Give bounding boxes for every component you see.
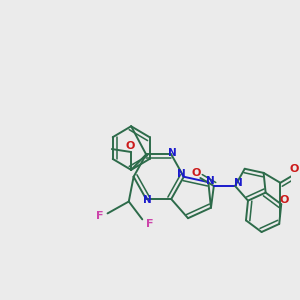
Text: F: F — [96, 212, 103, 221]
Text: O: O — [280, 195, 289, 205]
Text: N: N — [206, 176, 214, 186]
Text: N: N — [143, 195, 152, 205]
Text: N: N — [234, 178, 242, 188]
Text: N: N — [168, 148, 177, 158]
Text: O: O — [125, 141, 135, 151]
Text: F: F — [146, 219, 154, 229]
Text: O: O — [192, 168, 201, 178]
Text: O: O — [290, 164, 299, 174]
Text: N: N — [176, 169, 185, 179]
